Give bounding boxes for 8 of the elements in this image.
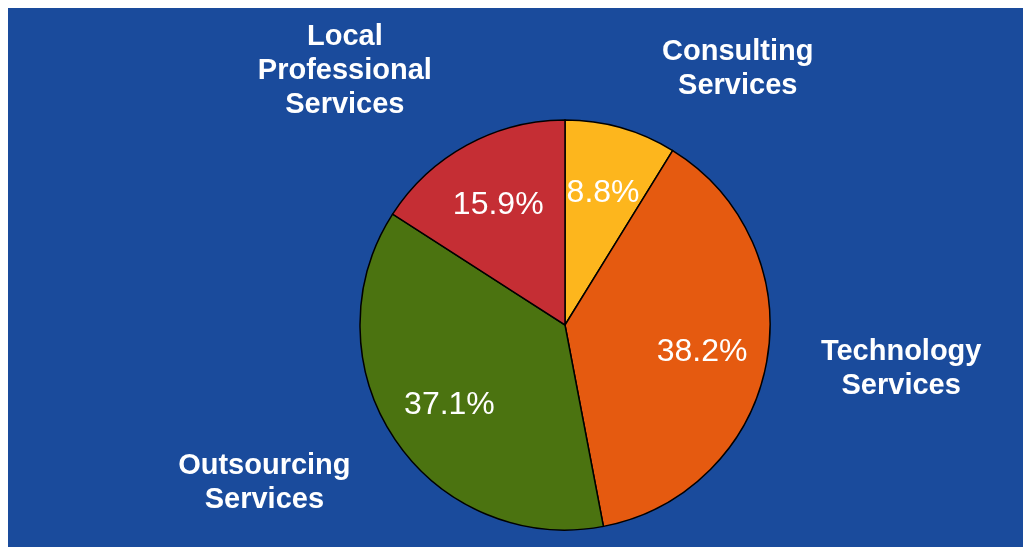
data-label: 8.8% — [566, 172, 640, 209]
data-label: 37.1% — [404, 384, 495, 421]
slice-label: Technology Services — [820, 333, 982, 400]
slice-label: Consulting Services — [662, 33, 814, 100]
data-label: 15.9% — [452, 184, 544, 221]
slice-label: Outsourcing Services — [178, 447, 351, 514]
slice-label: Local Professional Services — [257, 19, 432, 120]
data-label: 38.2% — [656, 332, 748, 369]
